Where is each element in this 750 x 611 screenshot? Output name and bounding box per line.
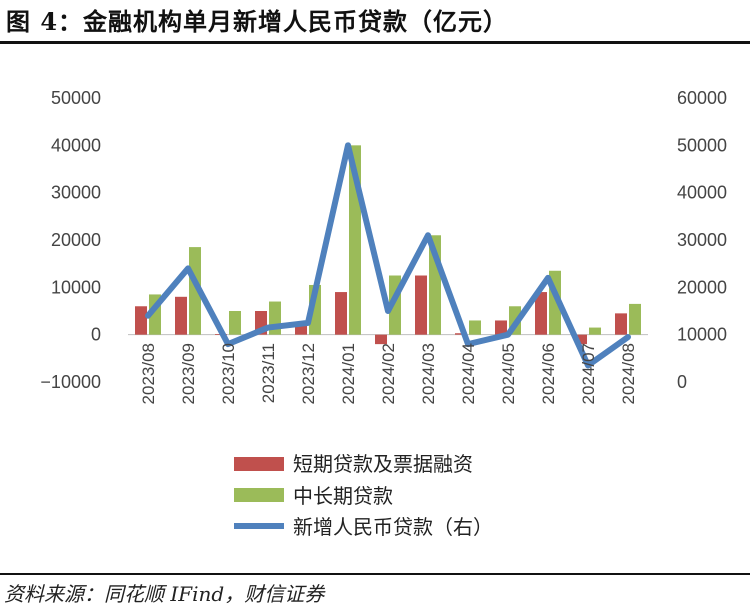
bar-short-term <box>495 320 507 335</box>
left-axis-tick-label: −10000 <box>40 372 101 392</box>
left-axis-tick-label: 10000 <box>51 277 101 297</box>
total-loans-line <box>145 142 631 369</box>
category-tick-label: 2023/10 <box>219 343 238 404</box>
right-axis-tick-label: 30000 <box>677 230 727 250</box>
category-tick-label: 2024/06 <box>539 343 558 404</box>
category-ticks: 2023/08 2023/09 2023/10 2023/11 2023/12 2024/… <box>139 343 638 404</box>
legend-swatch-long-term <box>234 488 284 502</box>
category-tick-label: 2023/11 <box>259 343 278 403</box>
legend-label-total: 新增人民币贷款（右） <box>293 515 493 539</box>
bar-short-term <box>455 333 467 335</box>
right-axis-tick-label: 60000 <box>677 88 727 108</box>
legend-label-long-term: 中长期贷款 <box>293 484 393 508</box>
bar-long-term <box>629 303 641 335</box>
legend-label-short-term: 短期贷款及票据融资 <box>293 452 473 476</box>
left-axis-tick-label: 0 <box>91 325 101 345</box>
title-rule <box>0 41 750 44</box>
bar-long-term <box>589 327 601 335</box>
right-axis-tick-label: 0 <box>677 372 687 392</box>
left-axis-tick-label: 50000 <box>51 88 101 108</box>
category-tick-label: 2024/07 <box>579 343 598 404</box>
right-axis-tick-label: 10000 <box>677 325 727 345</box>
category-tick-label: 2023/09 <box>179 343 198 404</box>
bar-short-term <box>335 292 347 335</box>
bar-short-term <box>175 296 187 335</box>
bar-short-term <box>375 334 387 345</box>
bar-short-term <box>135 306 147 335</box>
source-note: 资料来源：同花顺 IFind，财信证券 <box>4 582 325 606</box>
category-tick-label: 2023/12 <box>299 343 318 404</box>
legend: 短期贷款及票据融资 中长期贷款 新增人民币贷款（右） <box>234 452 493 539</box>
category-tick-label: 2024/05 <box>499 343 518 404</box>
left-axis-tick-label: 40000 <box>51 135 101 155</box>
legend-swatch-short-term <box>234 457 284 471</box>
right-axis-tick-label: 50000 <box>677 135 727 155</box>
right-axis-tick-label: 20000 <box>677 277 727 297</box>
bar-short-term <box>615 313 627 335</box>
bar-long-term <box>469 320 481 335</box>
right-axis-tick-label: 40000 <box>677 183 727 203</box>
category-tick-label: 2024/04 <box>459 343 478 404</box>
bar-short-term <box>575 334 587 345</box>
category-tick-label: 2024/08 <box>619 343 638 404</box>
left-axis-ticks: 50000 40000 30000 20000 10000 0 −10000 <box>40 88 101 392</box>
right-axis-ticks: 60000 50000 40000 30000 20000 10000 0 <box>677 88 727 392</box>
bar-long-term <box>229 311 241 335</box>
category-tick-label: 2024/02 <box>379 343 398 404</box>
category-tick-label: 2024/03 <box>419 343 438 404</box>
bars-group <box>135 145 641 345</box>
bar-long-term <box>189 247 201 335</box>
bar-short-term <box>535 292 547 335</box>
figure-title: 图 4：金融机构单月新增人民币贷款（亿元） <box>6 7 509 36</box>
bar-short-term <box>295 325 307 335</box>
source-rule <box>0 573 750 575</box>
category-tick-label: 2023/08 <box>139 343 158 404</box>
category-tick-label: 2024/01 <box>339 343 358 404</box>
bar-short-term <box>415 275 427 335</box>
left-axis-tick-label: 20000 <box>51 230 101 250</box>
left-axis-tick-label: 30000 <box>51 183 101 203</box>
